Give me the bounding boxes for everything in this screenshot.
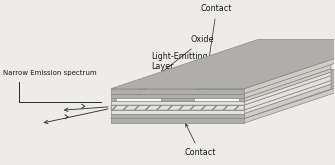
Text: Contact: Contact [201,4,232,87]
Polygon shape [244,69,331,101]
Polygon shape [244,81,331,114]
Polygon shape [111,105,244,110]
Polygon shape [111,110,244,114]
Polygon shape [244,40,335,94]
Polygon shape [244,84,331,118]
Polygon shape [111,40,335,89]
Text: Narrow Emission spectrum: Narrow Emission spectrum [3,70,97,76]
Text: Light-Emitting
Layer: Light-Emitting Layer [124,51,207,105]
Polygon shape [111,89,244,94]
Text: Contact: Contact [184,124,215,157]
Polygon shape [111,114,244,118]
Polygon shape [244,64,331,98]
Polygon shape [111,101,244,105]
Polygon shape [111,94,244,98]
Polygon shape [111,118,244,123]
Polygon shape [111,98,244,101]
Polygon shape [244,72,331,105]
Polygon shape [111,69,335,118]
Polygon shape [244,69,335,123]
Polygon shape [244,76,331,110]
Text: Oxide: Oxide [130,35,214,98]
Polygon shape [111,89,331,118]
Polygon shape [116,98,161,101]
Polygon shape [194,98,239,101]
